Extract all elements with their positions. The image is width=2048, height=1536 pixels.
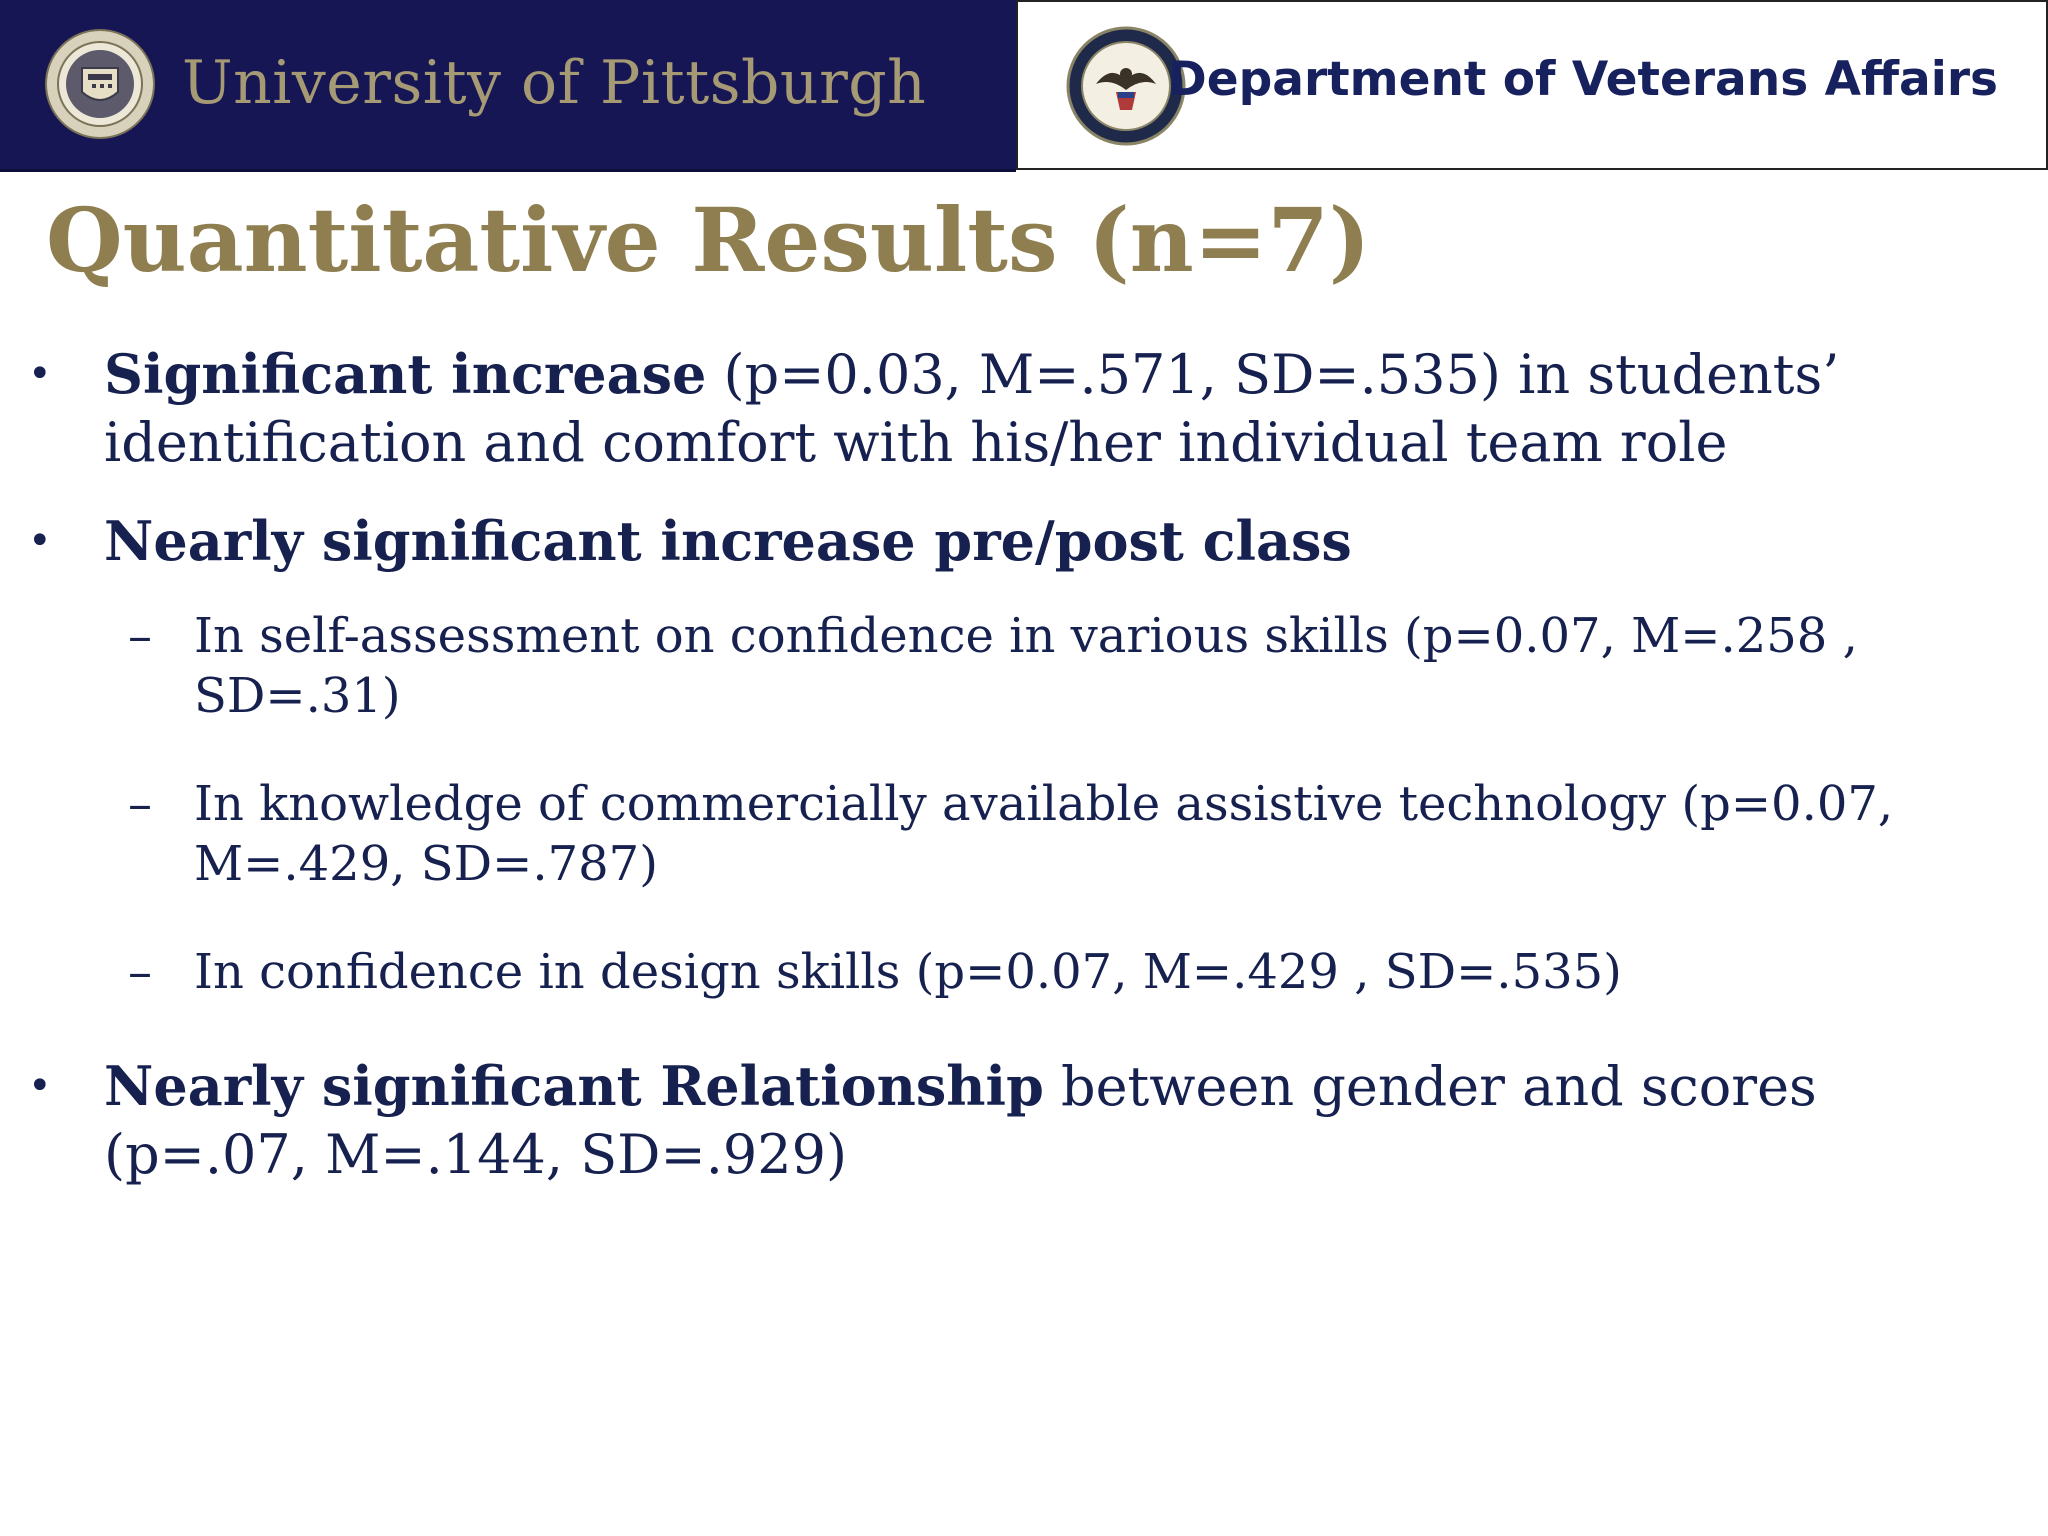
sub-bullet-dash: – (128, 944, 152, 1000)
slide-title: Quantitative Results (n=7) (46, 188, 1371, 292)
sub-bullet-item: – In knowledge of commercially available… (0, 774, 2048, 894)
va-wordmark: Department of Veterans Affairs (1167, 52, 1998, 107)
sub-bullet-item: – In confidence in design skills (p=0.07… (0, 942, 2048, 1002)
bullet-bold-text: Nearly significant increase pre/post cla… (104, 509, 1352, 573)
bullet-bold-text: Significant increase (104, 342, 707, 406)
bullet-item: • Nearly significant increase pre/post c… (0, 507, 2048, 576)
sub-bullet-text: In confidence in design skills (p=0.07, … (194, 944, 1622, 1000)
slide-header: University of Pittsburgh Department of V… (0, 0, 2048, 172)
sub-bullet-item: – In self-assessment on confidence in va… (0, 606, 2048, 726)
pitt-seal-icon (45, 29, 155, 139)
bullet-dot: • (28, 1063, 52, 1109)
bullet-dot: • (28, 518, 52, 564)
va-seal-icon (1066, 26, 1186, 146)
sub-bullet-text: In knowledge of commercially available a… (194, 776, 1894, 892)
bullet-item: • Significant increase (p=0.03, M=.571, … (0, 340, 2048, 477)
bullet-text: (p=0.03, M=.571, SD=.535) in students’ i… (104, 343, 1840, 474)
va-banner: Department of Veterans Affairs (1016, 0, 2048, 170)
pitt-wordmark: University of Pittsburgh (182, 48, 927, 118)
bullet-dot: • (28, 351, 52, 397)
bullet-bold-text: Nearly significant Relationship (104, 1054, 1044, 1118)
pitt-banner: University of Pittsburgh (0, 0, 1016, 172)
slide-body: • Significant increase (p=0.03, M=.571, … (0, 340, 2048, 1189)
sub-bullet-dash: – (128, 776, 152, 832)
bullet-item: • Nearly significant Relationship betwee… (0, 1052, 2048, 1189)
bullet-text: between gender and scores (p=.07, M=.144… (104, 1055, 1817, 1186)
sub-bullet-text: In self-assessment on confidence in vari… (194, 608, 1858, 724)
sub-bullet-dash: – (128, 608, 152, 664)
